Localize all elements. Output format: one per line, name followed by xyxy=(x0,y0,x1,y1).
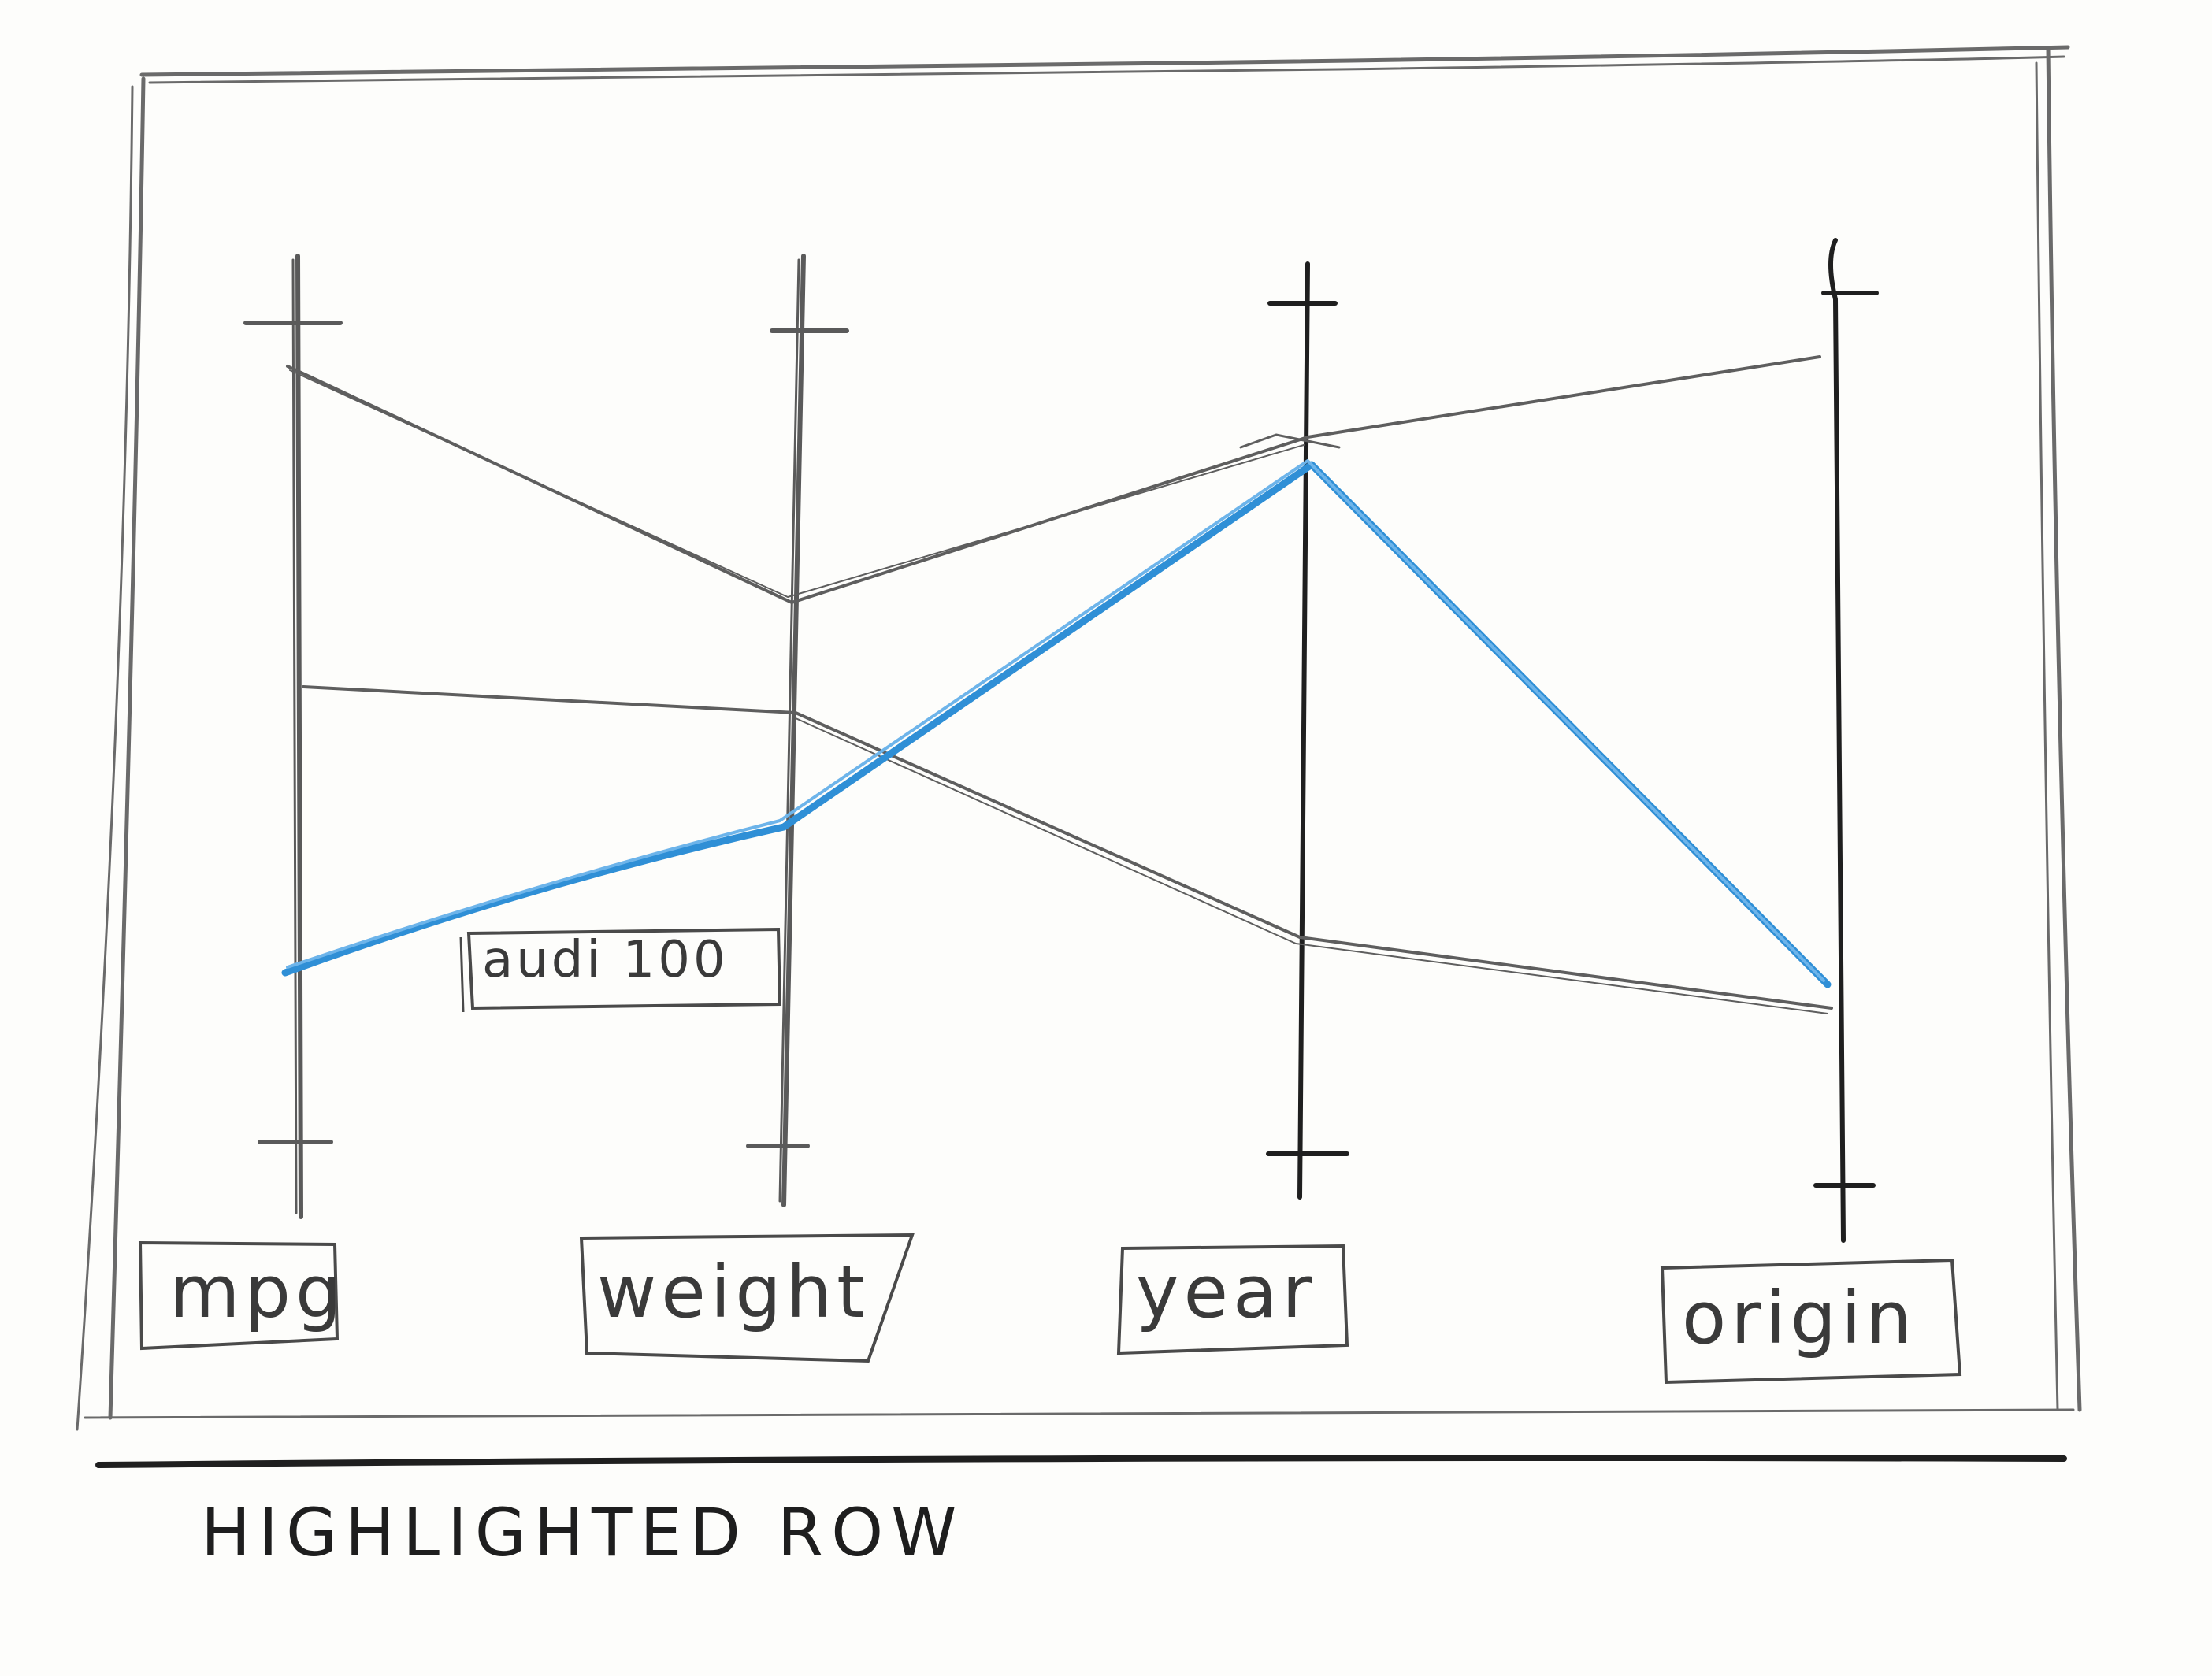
data-line-2-echo xyxy=(795,717,1828,1014)
view-frame xyxy=(76,45,2082,1431)
data-line-2 xyxy=(302,685,1833,1010)
data-lines xyxy=(286,355,1833,1014)
highlight-label-box: audi 100 xyxy=(459,927,782,1013)
axis-label-weight: weight xyxy=(579,1233,915,1363)
highlight-label: audi 100 xyxy=(482,931,729,989)
svg-text:year: year xyxy=(1136,1250,1316,1334)
sketch-caption: HIGHLIGHTED ROW xyxy=(201,1494,964,1571)
year-top-notch xyxy=(1239,433,1341,449)
svg-text:mpg: mpg xyxy=(169,1250,346,1334)
axis-label-origin: origin xyxy=(1660,1258,1962,1385)
axis-weight xyxy=(746,254,849,1207)
axis-label-mpg: mpg xyxy=(138,1240,346,1351)
axis-label-year: year xyxy=(1116,1244,1349,1355)
data-line-1 xyxy=(286,355,1821,604)
svg-text:origin: origin xyxy=(1682,1276,1917,1360)
axis-year xyxy=(1266,261,1349,1200)
axis-mpg xyxy=(243,254,343,1219)
view-bottom-rule xyxy=(95,1455,2067,1468)
axis-origin xyxy=(1813,238,1879,1243)
highlighted-row-line xyxy=(281,459,1832,988)
data-line-1-echo xyxy=(289,369,1305,598)
svg-text:weight: weight xyxy=(597,1250,870,1334)
